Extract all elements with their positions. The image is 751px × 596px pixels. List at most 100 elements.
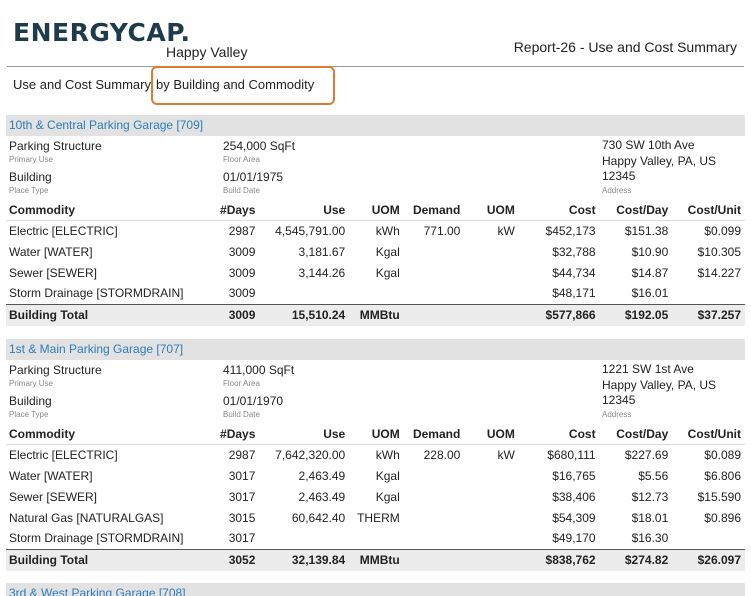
cell-uom: kWh xyxy=(375,447,400,462)
col-cost-day: Cost/Day xyxy=(599,200,673,221)
total-days: 3052 xyxy=(219,548,260,571)
cell-use xyxy=(259,283,349,304)
address-line2: Happy Valley, PA, US xyxy=(602,154,717,168)
table-row: Sewer [SEWER] 3017 2,463.49 Kgal $38,406 $12.… xyxy=(6,486,745,507)
table-header-row: Commodity #Days Use UOM Demand UOM Cost … xyxy=(6,424,745,445)
total-demand xyxy=(403,303,465,326)
col-demand: Demand xyxy=(403,424,465,445)
cell-cost-day: $14.87 xyxy=(631,265,669,280)
cell-demand-uom xyxy=(464,465,519,486)
cell-uom: kWh xyxy=(375,223,400,238)
floor-area-value: 254,000 SqFt xyxy=(223,139,296,153)
cell-cost-day: $16.30 xyxy=(631,531,669,546)
cell-demand-uom: kW xyxy=(497,223,515,238)
place-type-label: Place Type xyxy=(9,186,49,195)
col-uom: UOM xyxy=(349,200,404,221)
address-line2: Happy Valley, PA, US xyxy=(602,378,717,392)
cell-days: 3017 xyxy=(228,531,256,546)
building-total-row: Building Total 3052 32,139.84 MMBtu $838,762… xyxy=(6,548,745,571)
cell-uom: THERM xyxy=(357,510,400,525)
total-cost: $577,866 xyxy=(518,303,600,326)
cell-commodity: Water [WATER] xyxy=(9,244,93,259)
table-row: Water [WATER] 3009 3,181.67 Kgal $32,788 $10.… xyxy=(6,241,745,262)
cell-use: 4,545,791.00 xyxy=(275,223,346,238)
col-commodity: Commodity xyxy=(6,424,220,445)
table-body: Electric [ELECTRIC] 2987 4,545,791.00 kWh 77… xyxy=(6,220,745,326)
cell-use: 60,642.40 xyxy=(291,510,346,525)
building-name-link[interactable]: 1st & Main Parking Garage [707] xyxy=(6,339,745,360)
cell-cost-day: $16.01 xyxy=(631,286,669,301)
cell-demand-uom xyxy=(464,283,519,304)
cell-cost: $44,734 xyxy=(552,265,596,280)
col-cost-day: Cost/Day xyxy=(599,424,673,445)
col-cost-unit: Cost/Unit xyxy=(672,200,745,221)
cell-cost-unit: $10.305 xyxy=(697,244,741,259)
table-row: Electric [ELECTRIC] 2987 4,545,791.00 kWh 77… xyxy=(6,220,745,241)
grouping-highlight xyxy=(151,66,335,105)
cell-use: 3,144.26 xyxy=(298,265,346,280)
cell-commodity: Storm Drainage [STORMDRAIN] xyxy=(9,531,184,546)
address-label: Address xyxy=(602,186,632,195)
table-row: Natural Gas [NATURALGAS] 3015 60,642.40 THE… xyxy=(6,507,745,528)
col-commodity: Commodity xyxy=(6,200,220,221)
primary-use-label: Primary Use xyxy=(9,155,54,164)
cell-days: 2987 xyxy=(228,447,256,462)
total-days: 3009 xyxy=(219,303,260,326)
cell-uom: Kgal xyxy=(375,265,400,280)
total-uom: MMBtu xyxy=(349,303,404,326)
commodity-table: Commodity #Days Use UOM Demand UOM Cost … xyxy=(6,424,745,571)
cell-demand-uom xyxy=(464,241,519,262)
building-name-link[interactable]: 10th & Central Parking Garage [709] xyxy=(6,115,745,136)
header-divider xyxy=(7,66,744,67)
cell-cost-day: $227.69 xyxy=(624,447,669,462)
address-label: Address xyxy=(602,410,632,419)
cell-cost-day: $5.56 xyxy=(638,468,669,483)
build-date-value: 01/01/1975 xyxy=(223,170,284,184)
cell-cost: $49,170 xyxy=(552,531,596,546)
total-demand-uom xyxy=(464,303,519,326)
total-commodity: Building Total xyxy=(6,303,220,326)
cell-cost-unit: $0.896 xyxy=(704,510,741,525)
cell-demand xyxy=(404,486,465,507)
total-demand-uom xyxy=(464,548,519,571)
cell-demand xyxy=(404,528,465,549)
total-cost-unit: $37.257 xyxy=(672,303,745,326)
cell-demand-uom xyxy=(464,262,519,283)
place-type-value: Building xyxy=(9,394,52,408)
cell-cost: $452,173 xyxy=(545,223,596,238)
cell-demand-uom xyxy=(464,528,519,549)
cell-days: 3009 xyxy=(228,265,256,280)
cell-uom: Kgal xyxy=(375,244,400,259)
cell-uom xyxy=(349,283,404,304)
address-line3: 12345 xyxy=(602,393,636,407)
primary-use-label: Primary Use xyxy=(9,379,54,388)
cell-cost-day: $12.73 xyxy=(631,489,669,504)
cell-use xyxy=(259,528,349,549)
building-total-row: Building Total 3009 15,510.24 MMBtu $577,866… xyxy=(6,303,745,326)
floor-area-label: Floor Area xyxy=(223,155,260,164)
cell-uom: Kgal xyxy=(375,489,400,504)
cell-cost-day: $151.38 xyxy=(624,223,669,238)
building-name-link[interactable]: 3rd & West Parking Garage [708] xyxy=(6,583,745,596)
total-use: 15,510.24 xyxy=(259,303,350,326)
table-row: Storm Drainage [STORMDRAIN] 3009 $48,171 $1… xyxy=(6,283,745,304)
cell-cost-day: $18.01 xyxy=(631,510,669,525)
col-days: #Days xyxy=(219,424,260,445)
cell-demand: 228.00 xyxy=(423,447,461,462)
report-subtitle-grouping: by Building and Commodity xyxy=(156,77,315,92)
cell-days: 3017 xyxy=(228,468,256,483)
building-section: 10th & Central Parking Garage [709] Park… xyxy=(6,115,745,326)
cell-days: 3015 xyxy=(228,510,256,525)
cell-cost-unit xyxy=(672,528,745,549)
col-demand-uom: UOM xyxy=(464,424,519,445)
col-cost: Cost xyxy=(518,424,600,445)
cell-days: 3017 xyxy=(228,489,256,504)
primary-use-value: Parking Structure xyxy=(9,139,102,153)
col-demand-uom: UOM xyxy=(464,200,519,221)
address-line1: 730 SW 10th Ave xyxy=(602,138,695,152)
cell-demand xyxy=(404,283,465,304)
report-title: Report-26 - Use and Cost Summary xyxy=(513,39,737,55)
col-use: Use xyxy=(259,200,350,221)
report-subtitle: Use and Cost Summary xyxy=(13,77,151,92)
cell-use: 7,642,320.00 xyxy=(275,447,346,462)
